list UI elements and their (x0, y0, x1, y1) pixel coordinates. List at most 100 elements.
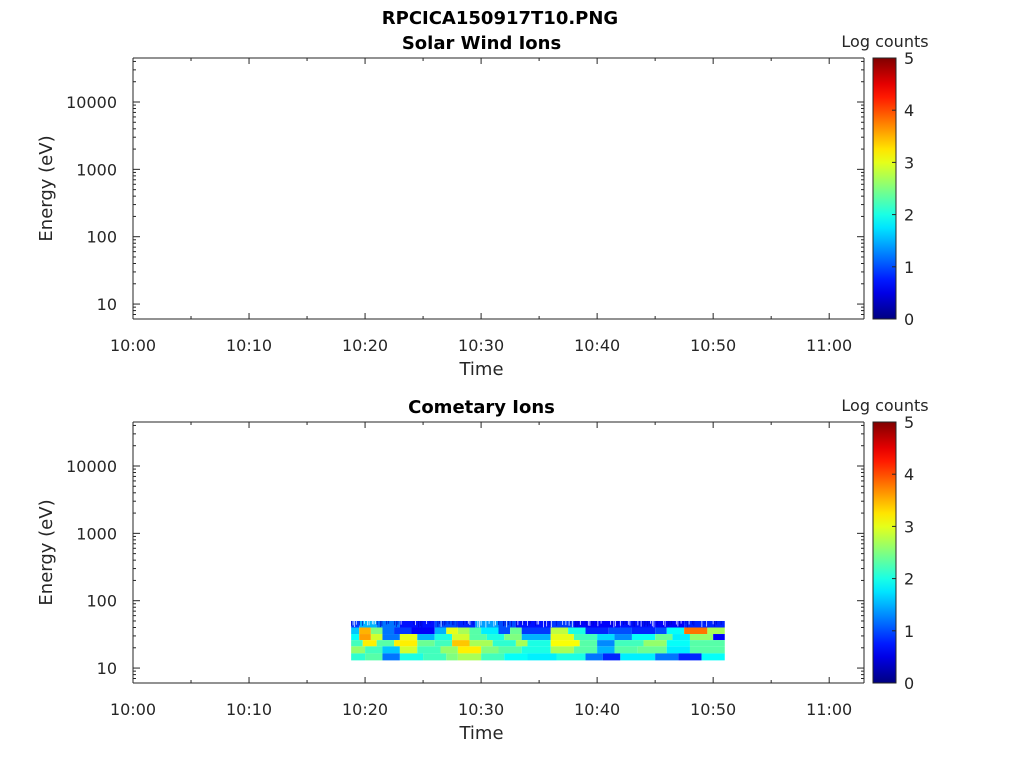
heatmap-cell (568, 627, 586, 635)
speckle-mark (440, 620, 442, 627)
speckle-mark (463, 620, 464, 625)
heatmap-cell (351, 646, 366, 654)
x-tick-label: 10:50 (690, 700, 736, 719)
speckle-mark (546, 620, 548, 627)
speckle-mark (536, 620, 538, 625)
speckle-mark (535, 620, 536, 626)
heatmap-cell (457, 627, 470, 635)
speckle-mark (651, 620, 653, 627)
heatmap-cell (370, 634, 383, 641)
heatmap-cell (631, 627, 656, 635)
speckle-mark (448, 620, 450, 625)
speckle-mark (656, 620, 658, 625)
x-tick-label: 10:20 (342, 336, 388, 355)
speckle-mark (706, 620, 708, 627)
speckle-mark (568, 620, 570, 626)
speckle-mark (503, 620, 504, 627)
colorbar-label: Log counts (841, 32, 928, 51)
heatmap-cell (469, 640, 493, 647)
y-tick-label: 1000 (76, 524, 117, 543)
speckle-mark (418, 620, 420, 628)
heatmap-cell (359, 634, 371, 641)
speckle-mark (367, 620, 368, 626)
speckle-mark (439, 620, 440, 624)
colorbar-tick-label: 2 (904, 206, 914, 225)
heatmap-cell (631, 634, 656, 641)
heatmap-cell (521, 634, 551, 641)
speckle-mark (589, 620, 591, 626)
heatmap-cell (521, 627, 551, 635)
speckle-mark (650, 620, 652, 624)
speckle-mark (530, 620, 532, 624)
speckle-mark (443, 620, 445, 626)
heatmap-cell (678, 653, 702, 661)
speckle-mark (627, 620, 629, 625)
speckle-mark (555, 620, 557, 626)
colorbar-tick-label: 5 (904, 49, 914, 68)
speckle-mark (677, 620, 679, 627)
colorbar-tick-label: 1 (904, 258, 914, 277)
heatmap-cell (614, 640, 644, 647)
speckle-mark (562, 620, 564, 625)
heatmap-cell (382, 646, 400, 654)
heatmap-cell (556, 653, 586, 661)
speckle-mark (640, 620, 642, 627)
y-tick-label: 10000 (66, 93, 117, 112)
colorbar-tick-label: 4 (904, 101, 914, 120)
heatmap-cell (475, 620, 499, 628)
heatmap-cell (359, 627, 371, 635)
heatmap-cell (620, 653, 656, 661)
heatmap-cell (597, 646, 615, 654)
speckle-mark (613, 620, 615, 628)
y-axis-label: Energy (eV) (36, 135, 57, 241)
heatmap-cell (614, 634, 632, 641)
speckle-mark (704, 620, 706, 625)
speckle-mark (642, 620, 644, 627)
heatmap-cell (399, 653, 424, 661)
speckle-mark (632, 620, 634, 627)
x-tick-label: 10:30 (458, 336, 504, 355)
speckle-mark (618, 620, 620, 624)
speckle-mark (679, 620, 680, 627)
speckle-mark (647, 620, 648, 627)
colorbar-tick-label: 5 (904, 413, 914, 432)
speckle-mark (610, 620, 612, 625)
x-tick-label: 10:40 (574, 700, 620, 719)
speckle-mark (587, 620, 589, 626)
colorbar-tick-label: 1 (904, 622, 914, 641)
heatmap-cell (504, 634, 522, 641)
speckle-mark (578, 620, 580, 625)
heatmap-cell (365, 646, 383, 654)
heatmap-cell (370, 627, 383, 635)
speckle-mark (442, 620, 444, 626)
heatmap-cell (434, 627, 447, 635)
heatmap-cell (666, 646, 690, 654)
heatmap-cell (440, 646, 458, 654)
colorbar-tick-label: 2 (904, 570, 914, 589)
speckle-mark (595, 620, 597, 624)
speckle-mark (351, 620, 352, 626)
heatmap-cell (550, 640, 580, 647)
heatmap-cell (417, 634, 435, 641)
speckle-mark (687, 620, 688, 628)
colorbar-label: Log counts (841, 396, 928, 415)
speckle-mark (685, 620, 687, 624)
speckle-mark (469, 620, 471, 626)
speckle-mark (480, 620, 482, 626)
heatmap-cell (585, 653, 603, 661)
speckle-mark (586, 620, 588, 626)
heatmap-cell (521, 646, 551, 654)
x-tick-label: 10:10 (226, 336, 272, 355)
speckle-mark (575, 620, 576, 627)
heatmap-cell (457, 653, 482, 661)
heatmap-cell (434, 640, 453, 647)
speckle-mark (663, 620, 664, 626)
speckle-mark (479, 620, 480, 628)
speckle-mark (648, 620, 650, 626)
speckle-mark (544, 620, 546, 624)
x-axis-label: Time (458, 723, 503, 744)
speckle-mark (671, 620, 672, 625)
speckle-mark (715, 620, 717, 625)
heatmap-cell (394, 640, 418, 647)
